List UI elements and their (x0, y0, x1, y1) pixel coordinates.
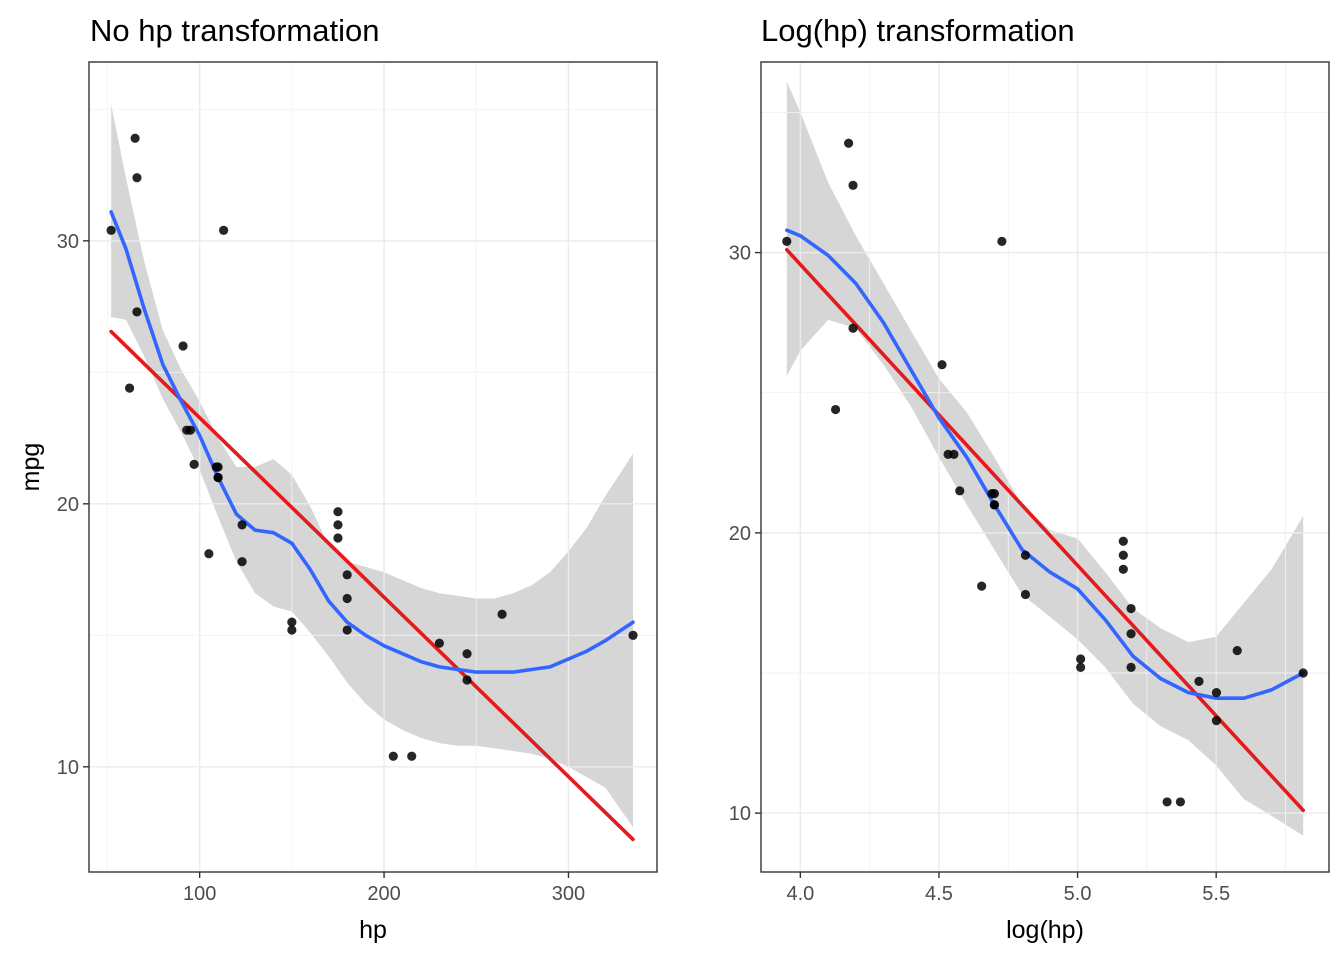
panel-2-data-point (1118, 536, 1128, 546)
panel-2-data-point (1126, 662, 1136, 672)
panel-2-data-point (987, 489, 997, 499)
panel-1-data-point (132, 307, 142, 317)
panel-2-data-point (949, 449, 959, 459)
panel-2-data-point (1126, 603, 1136, 614)
panel-2-data-point (937, 360, 947, 370)
panel-1-data-point (237, 557, 247, 567)
panel-2-data-point (848, 323, 858, 333)
panel-1-data-point (124, 383, 135, 393)
panel-2-loess-fit-line (784, 228, 1305, 701)
panel-2-data-point (1194, 676, 1204, 687)
panel-1-data-point (462, 649, 472, 659)
panel-2-data-point (843, 138, 854, 148)
panel-2-data-point (1020, 589, 1031, 600)
panel-2-data-point (848, 180, 858, 190)
panel-1-x-tick-label: 300 (552, 883, 585, 905)
panel-1-data-point (388, 751, 398, 761)
panel-1-data-point (434, 638, 444, 648)
panel-1-data-point (497, 609, 507, 619)
panel-2-data-point (1020, 550, 1031, 560)
panel-2-x-tick-label: 4.5 (925, 883, 953, 905)
panel-1-data-point (342, 570, 352, 580)
panel-2-data-point (1211, 688, 1222, 698)
panel-1-data-point (342, 625, 352, 635)
panel-2-data-point (1175, 797, 1186, 807)
panel-2-data-point (955, 486, 965, 496)
panel-1-data-point (462, 675, 472, 685)
panel-1-data-point (287, 625, 297, 635)
panel-1-loess-fit-line (109, 210, 635, 674)
panel-1-data-point (342, 593, 352, 604)
panel-2-data-point (830, 404, 841, 415)
panel-1-linear-fit-line (109, 329, 635, 842)
panel-1-data-point (178, 341, 188, 351)
panel-2-plot: 4.0 4.5 5.0 5.5 10 20 30 (729, 61, 1330, 905)
panel-1-y-tick-label: 30 (57, 231, 79, 253)
panel-1-data-point (132, 173, 142, 183)
panel-1-plot: 100 200 300 10 20 30 (57, 61, 658, 905)
panel-2-x-tick-label: 5.0 (1064, 883, 1092, 905)
panel-2-y-tick-label: 20 (729, 523, 751, 545)
panel-1-data-point (628, 630, 638, 640)
panel-1-y-tick-label: 20 (57, 494, 79, 516)
panel-1-loess-confidence-band (111, 104, 634, 828)
panel-2-data-point (1211, 716, 1222, 726)
panel-1-data-point (333, 533, 343, 543)
panel-2-loess-confidence-band (786, 81, 1304, 836)
panel-1-y-tick-label: 10 (57, 757, 79, 779)
panel-1-data-point (130, 133, 140, 143)
panel-2-data-point (977, 581, 987, 591)
panel-2-data-point (1076, 654, 1086, 664)
panel-2-data-point (989, 500, 1000, 510)
panel-1-data-point (211, 462, 221, 472)
panel-2-data-point (1126, 629, 1136, 639)
panel-1-data-point (219, 225, 229, 235)
panel-2-title: Log(hp) transformation (761, 13, 1075, 48)
panel-1-data-point (333, 507, 343, 517)
panel-2-x-axis-label: log(hp) (1006, 916, 1084, 944)
panel-2-data-point (1298, 668, 1308, 678)
panel-2-data-point (782, 236, 792, 246)
panel-2-data-point (1118, 564, 1128, 574)
panel-2-x-tick-label: 5.5 (1202, 883, 1230, 905)
panel-1-data-point (237, 520, 247, 530)
panel-2-data-point (1076, 662, 1086, 672)
panel-1-y-axis-label: mpg (17, 443, 45, 492)
panel-2-data-point (1232, 645, 1242, 656)
panel-1-data-point (106, 225, 116, 235)
panel-1-x-tick-label: 200 (367, 883, 400, 905)
panel-2-data-point (997, 236, 1007, 246)
panel-2-x-tick-label: 4.0 (786, 883, 814, 905)
panel-1-data-point (185, 425, 196, 435)
panel-1-x-axis-label: hp (359, 916, 387, 944)
panel-1-data-point (189, 459, 199, 469)
panel-1-data-point (333, 520, 343, 530)
panel-1-x-tick-label: 100 (183, 883, 216, 905)
panel-2-y-tick-label: 10 (729, 803, 751, 825)
panel-1-data-point (204, 549, 214, 559)
panel-1-data-point (407, 751, 417, 761)
panel-2-y-tick-label: 30 (729, 243, 751, 265)
panel-1-data-point (287, 617, 297, 627)
panel-1-data-point (213, 472, 223, 483)
panel-2-data-point (1162, 797, 1172, 807)
panel-1-title: No hp transformation (90, 13, 379, 48)
panel-2-data-point (1118, 550, 1128, 560)
